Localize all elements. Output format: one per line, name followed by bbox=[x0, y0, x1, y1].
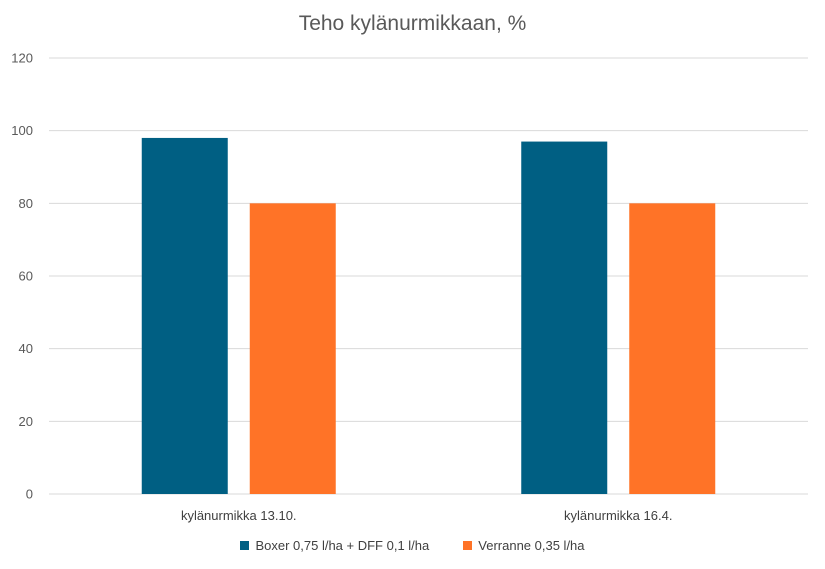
legend-label-verranne: Verranne 0,35 l/ha bbox=[478, 538, 585, 553]
y-tick-label-80: 80 bbox=[19, 196, 33, 211]
legend-swatch-verranne bbox=[463, 541, 473, 550]
legend-item-verranne: Verranne 0,35 l/ha bbox=[463, 538, 585, 553]
x-tick-label-0: kylänurmikka 13.10. bbox=[181, 508, 297, 523]
x-tick-label-1: kylänurmikka 16.4. bbox=[564, 508, 672, 523]
y-tick-label-40: 40 bbox=[19, 341, 33, 356]
chart-title: Teho kylänurmikkaan, % bbox=[298, 12, 527, 35]
y-tick-label-60: 60 bbox=[19, 269, 33, 284]
y-tick-label-120: 120 bbox=[11, 51, 33, 66]
y-tick-label-20: 20 bbox=[19, 414, 33, 429]
legend-swatch-boxer bbox=[240, 541, 250, 550]
bar-0-1 bbox=[521, 141, 608, 495]
y-tick-label-0: 0 bbox=[26, 487, 33, 502]
legend: Boxer 0,75 l/ha + DFF 0,1 l/ha Verranne … bbox=[0, 538, 825, 553]
legend-item-boxer: Boxer 0,75 l/ha + DFF 0,1 l/ha bbox=[240, 538, 429, 553]
legend-label-boxer: Boxer 0,75 l/ha + DFF 0,1 l/ha bbox=[255, 538, 430, 553]
y-tick-label-100: 100 bbox=[11, 123, 33, 138]
bar-1-1 bbox=[629, 203, 716, 495]
bar-0-0 bbox=[141, 137, 228, 494]
bar-1-0 bbox=[249, 203, 336, 495]
